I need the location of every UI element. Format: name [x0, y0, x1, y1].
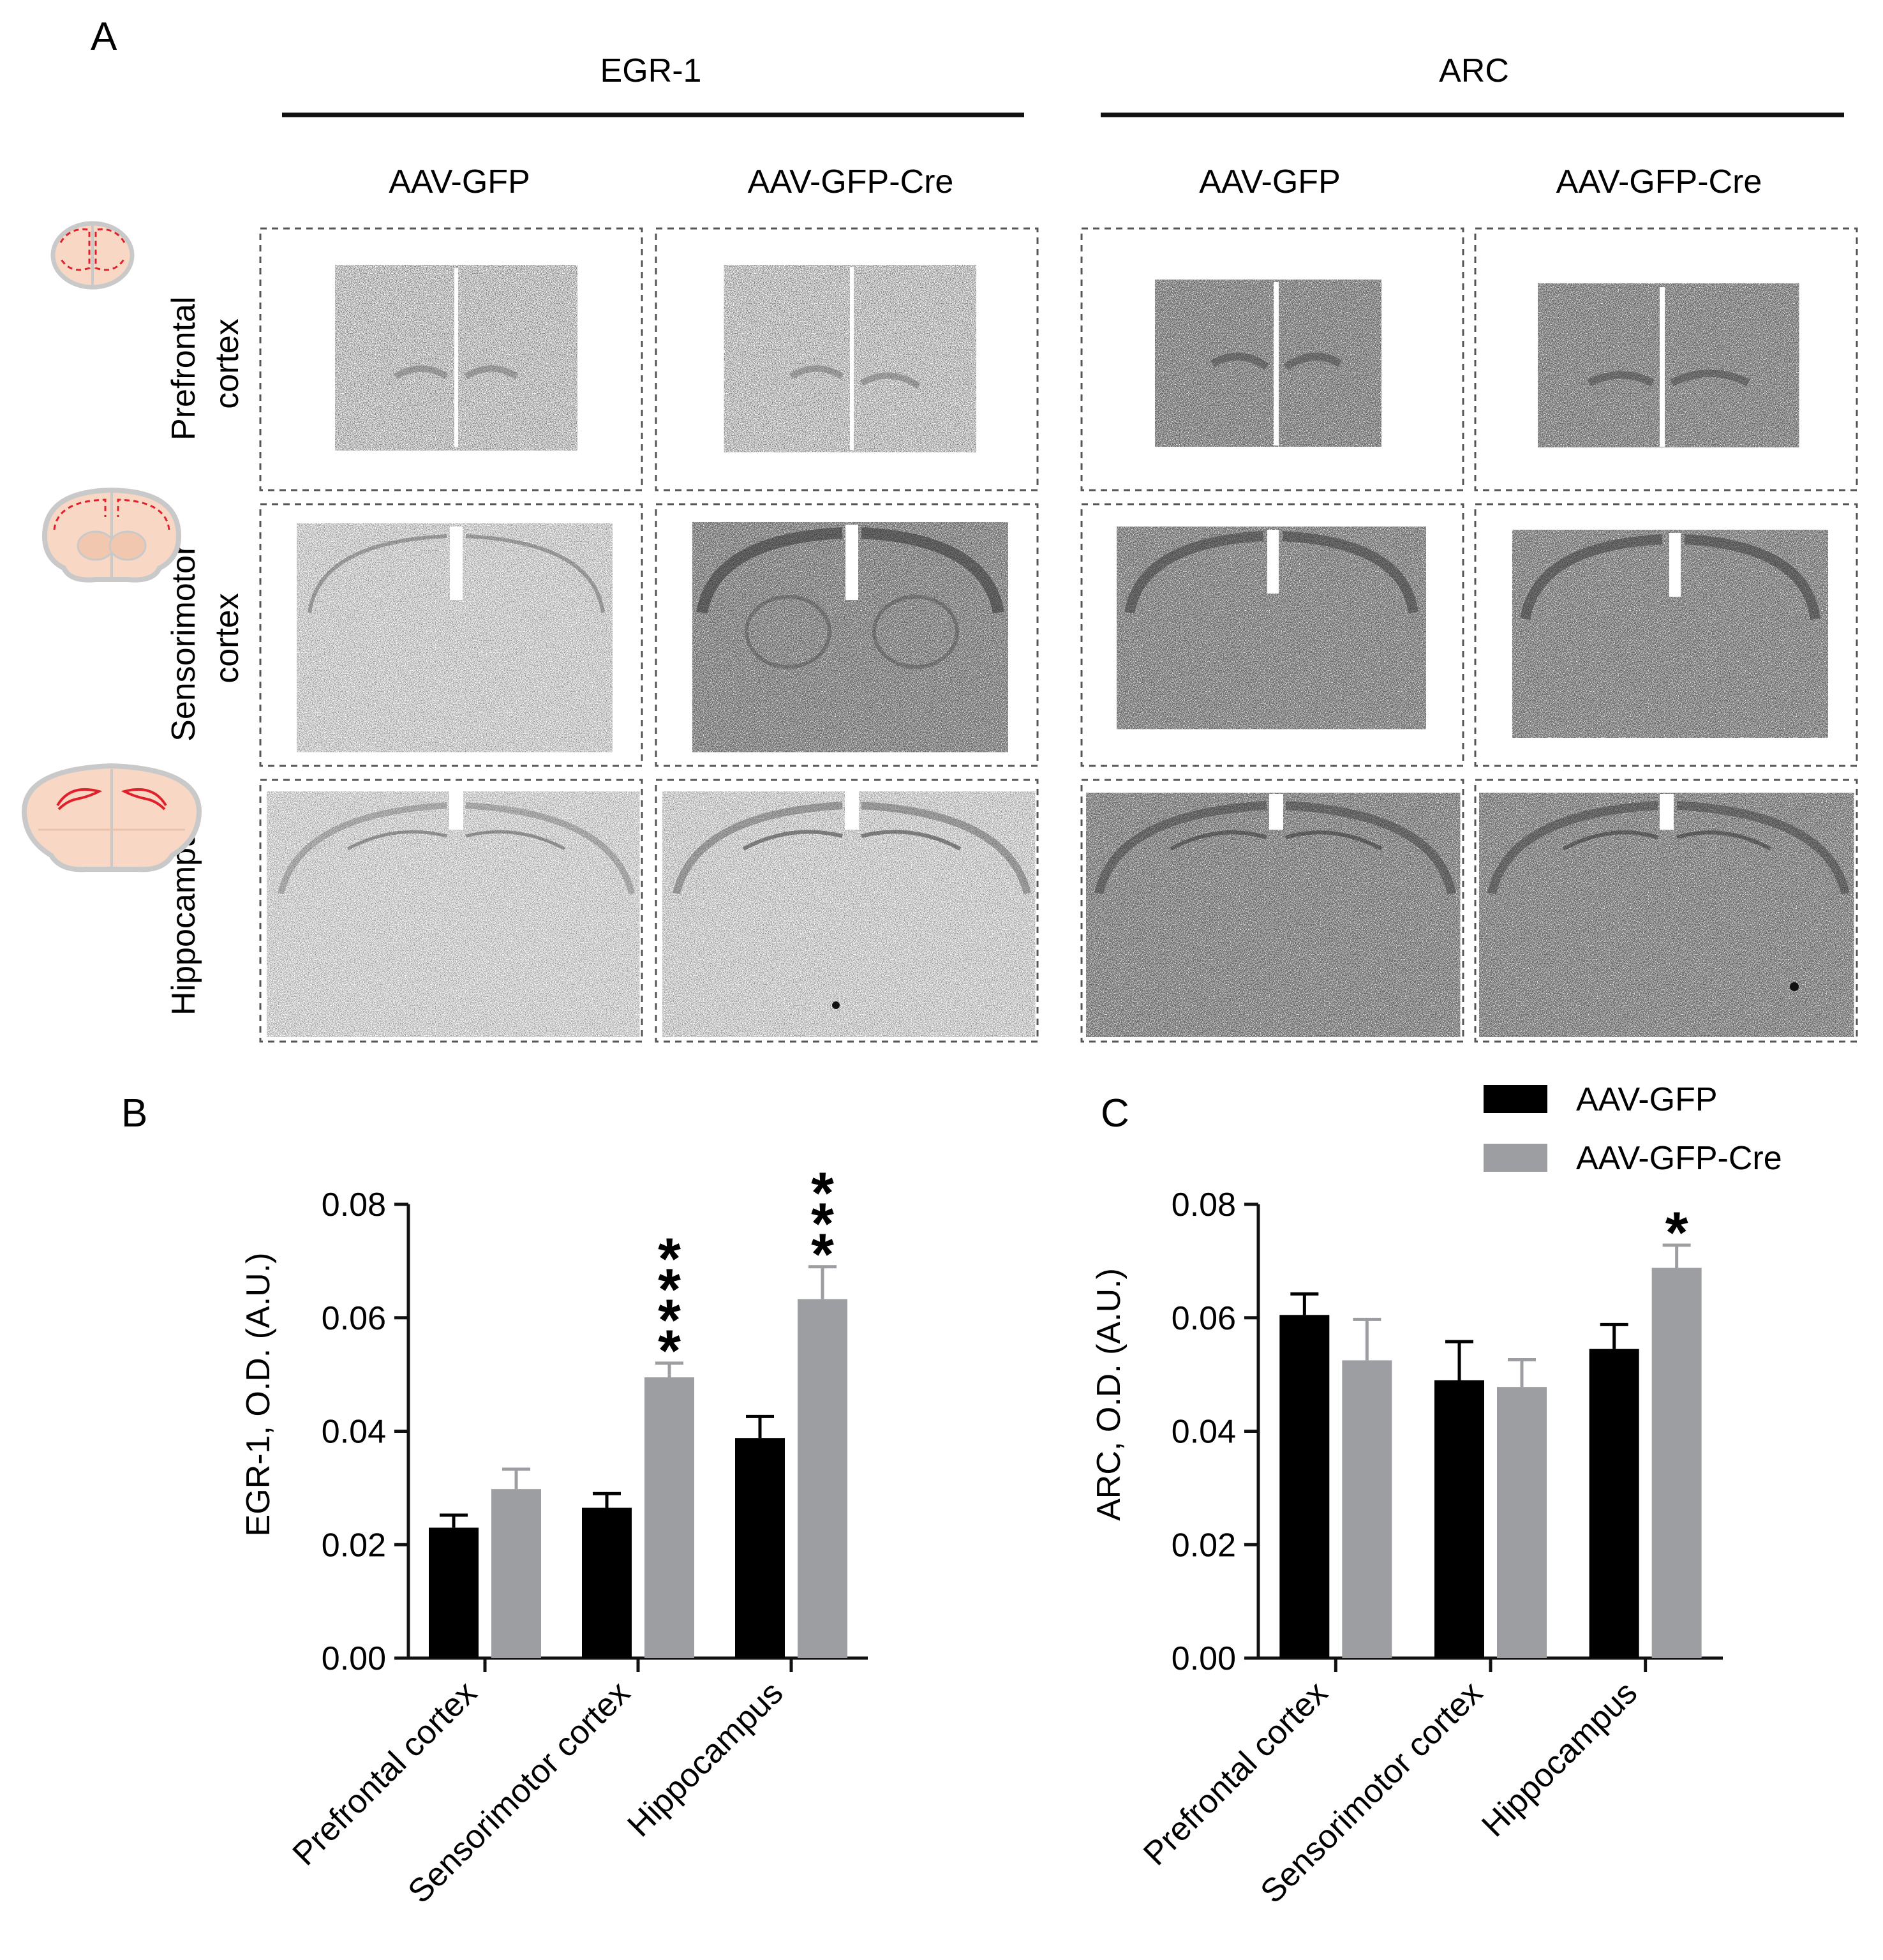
significance-star: *	[1665, 1201, 1688, 1266]
section-hip-egr1-cre	[661, 790, 1036, 1038]
bar-gfp	[429, 1527, 479, 1658]
bar-cre	[1497, 1387, 1547, 1658]
row-label-sensorimotor-line1: Sensorimotor	[165, 544, 202, 742]
brain-schematic-prefrontal-icon	[50, 221, 135, 290]
panel-b: B EGR-1, O.D. (A.U.) 0.00 0.02 0.04 0.06 0.0…	[121, 1091, 868, 1910]
y-tick-label: 0.04	[1172, 1414, 1236, 1451]
row-label-sensorimotor: Sensorimotor cortex	[165, 535, 246, 742]
bar-gfp	[1589, 1349, 1639, 1658]
bar-gfp	[1279, 1315, 1330, 1658]
section-smc-egr1-gfp	[295, 522, 614, 753]
bar-cre	[1342, 1360, 1392, 1658]
y-tick-label: 0.02	[322, 1527, 386, 1564]
y-tick-label: 0.04	[322, 1414, 386, 1451]
panel-c: C ARC, O.D. (A.U.) 0.000.020.040.060.08P…	[1090, 1081, 1782, 1910]
legend: AAV-GFP AAV-GFP-Cre	[1484, 1081, 1782, 1177]
row-label-prefrontal: Prefrontal cortex	[165, 287, 246, 440]
x-tick-label: Hippocampus	[1475, 1674, 1644, 1844]
section-smc-arc-gfp	[1115, 525, 1427, 730]
column-header-arc-cre: AAV-GFP-Cre	[1556, 163, 1762, 200]
row-label-prefrontal-line2: cortex	[209, 318, 246, 409]
column-header-egr1-cre: AAV-GFP-Cre	[748, 163, 954, 200]
section-smc-arc-cre	[1511, 528, 1829, 738]
column-header-arc-gfp: AAV-GFP	[1199, 163, 1341, 200]
y-tick-label: 0.02	[1172, 1527, 1236, 1564]
brain-schematic-sensorimotor-icon	[41, 487, 182, 583]
row-label-sensorimotor-line2: cortex	[209, 593, 246, 684]
section-hip-arc-cre	[1478, 791, 1855, 1038]
bar-cre	[1651, 1268, 1702, 1658]
x-tick-label: Hippocampus	[621, 1674, 791, 1844]
y-tick-label: 0.08	[1172, 1186, 1236, 1223]
significance-star: *	[811, 1161, 834, 1226]
significance-star: *	[658, 1288, 681, 1353]
significance-star: *	[658, 1257, 681, 1322]
bar-gfp	[582, 1507, 632, 1658]
group-header-arc: ARC	[1439, 52, 1509, 89]
y-tick-label: 0.06	[1172, 1300, 1236, 1337]
section-smc-egr1-cre	[691, 521, 1009, 753]
bar-cre	[798, 1299, 847, 1658]
y-tick-label: 0.00	[1172, 1640, 1236, 1677]
panel-a-label: A	[91, 15, 117, 59]
column-header-egr1-gfp: AAV-GFP	[389, 163, 530, 200]
panel-a: A EGR-1 ARC AAV-GFP AAV-GFP-Cre AAV-GFP …	[21, 15, 1858, 1043]
legend-label-gfp: AAV-GFP	[1576, 1081, 1718, 1118]
legend-swatch-gfp	[1484, 1085, 1547, 1113]
y-tick-label: 0.06	[322, 1300, 386, 1337]
section-hip-arc-gfp	[1085, 791, 1461, 1038]
bar-gfp	[735, 1438, 785, 1658]
legend-label-cre: AAV-GFP-Cre	[1576, 1140, 1782, 1177]
legend-swatch-cre	[1484, 1144, 1547, 1172]
panel-c-label: C	[1101, 1091, 1129, 1135]
y-tick-label: 0.00	[322, 1640, 386, 1677]
bar-cre	[491, 1489, 541, 1658]
significance-star: *	[811, 1222, 834, 1287]
brain-schematic-hippocampus-icon	[21, 763, 202, 872]
panel-b-label: B	[121, 1091, 147, 1135]
bar-gfp	[1434, 1380, 1484, 1658]
significance-star: *	[658, 1319, 681, 1384]
panel-b-y-axis-title: EGR-1, O.D. (A.U.)	[240, 1253, 277, 1537]
section-hip-egr1-gfp	[265, 790, 641, 1038]
section-pfc-arc-cre	[1537, 283, 1800, 448]
significance-star: *	[658, 1227, 681, 1292]
section-pfc-egr1-gfp	[334, 264, 579, 451]
group-header-egr1: EGR-1	[600, 52, 702, 89]
y-tick-label: 0.08	[322, 1186, 386, 1223]
section-pfc-egr1-cre	[723, 264, 978, 453]
panel-c-y-axis-title: ARC, O.D. (A.U.)	[1090, 1268, 1128, 1521]
significance-star: *	[811, 1192, 834, 1257]
row-label-prefrontal-line1: Prefrontal	[165, 297, 202, 440]
section-pfc-arc-gfp	[1154, 278, 1383, 448]
bar-cre	[644, 1377, 694, 1658]
